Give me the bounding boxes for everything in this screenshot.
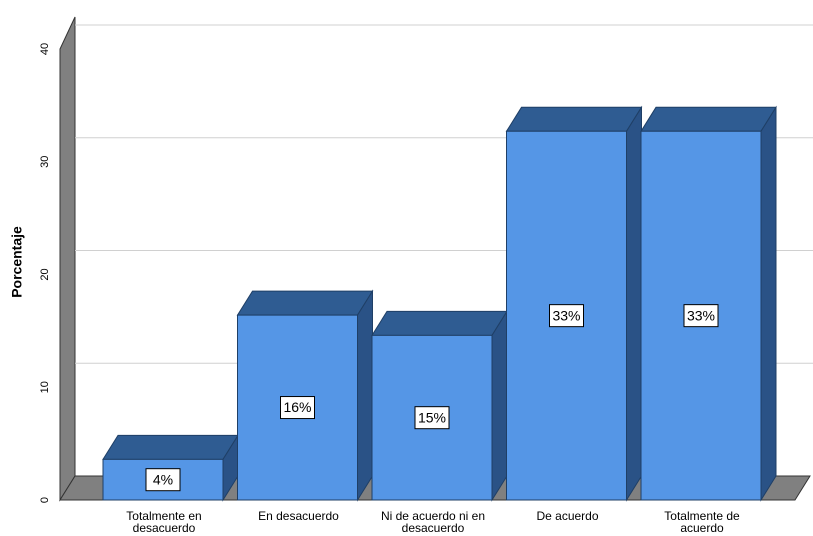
bar <box>371 309 508 502</box>
y-axis-label: Porcentaje <box>9 226 25 298</box>
bar-face <box>371 310 508 336</box>
value-label: 33% <box>687 307 715 323</box>
y-tick-label: 10 <box>39 381 51 393</box>
bar-face <box>626 105 642 502</box>
x-tick-label: En desacuerdo <box>258 509 339 523</box>
value-label: 33% <box>552 307 580 323</box>
bar <box>236 289 374 502</box>
value-label-box <box>280 396 315 420</box>
bar-face <box>640 106 777 132</box>
value-label: 4% <box>153 471 173 487</box>
value-label-box <box>414 406 450 430</box>
x-tick-label: Totalmente de acuerdo <box>664 509 740 535</box>
bar-face <box>357 289 373 502</box>
y-tick-label: 30 <box>39 156 51 168</box>
y-tick-label: 20 <box>39 268 51 280</box>
value-label-box <box>683 304 719 328</box>
value-label-box <box>549 304 584 328</box>
x-tick-label: De acuerdo <box>536 509 599 523</box>
bar-face <box>236 290 374 316</box>
value-label-box <box>145 468 181 492</box>
y-tick-label: 0 <box>39 497 51 503</box>
left-wall <box>59 16 76 502</box>
x-tick-label: Ni de acuerdo ni en desacuerdo <box>380 509 486 535</box>
bar <box>640 105 777 502</box>
bar-face <box>102 434 239 460</box>
bar-face <box>491 309 508 502</box>
x-tick-label: Totalmente en desacuerdo <box>126 509 202 535</box>
value-label: 16% <box>283 399 311 415</box>
bar <box>505 105 643 502</box>
bar-face <box>505 106 643 132</box>
y-tick-label: 40 <box>39 43 51 55</box>
value-label: 15% <box>418 409 446 425</box>
bar-face <box>760 105 777 502</box>
